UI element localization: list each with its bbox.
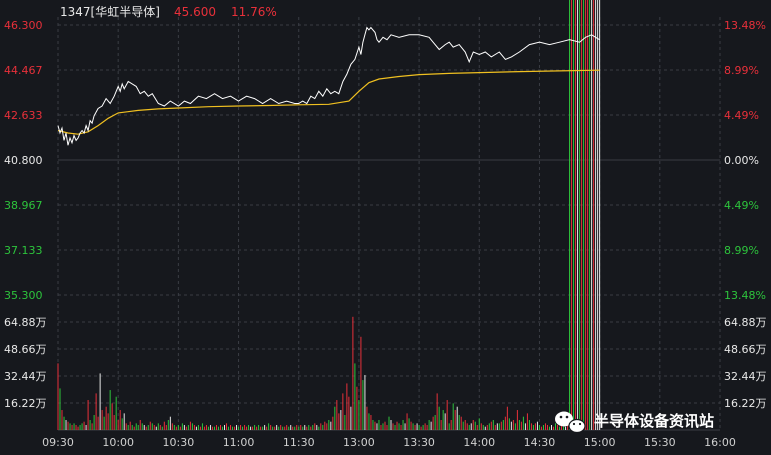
volume-tick-label: 32.44万 bbox=[4, 370, 47, 383]
percent-tick-label: 8.99% bbox=[724, 244, 759, 257]
volume-tick-label-right: 32.44万 bbox=[724, 370, 767, 383]
price-tick-label: 42.633 bbox=[4, 109, 43, 122]
time-axis: 09:30 10:00 10:30 11:00 11:30 13:00 13:30 14:00… bbox=[42, 436, 736, 449]
percent-tick-label: 4.49% bbox=[724, 109, 759, 122]
time-tick-label: 09:30 bbox=[42, 436, 74, 449]
price-tick-label: 38.967 bbox=[4, 199, 43, 212]
time-tick-label: 11:30 bbox=[283, 436, 315, 449]
price-tick-label: 37.133 bbox=[4, 244, 43, 257]
price-tick-label: 35.300 bbox=[4, 289, 43, 302]
time-tick-label: 10:30 bbox=[163, 436, 195, 449]
percent-axis-right: 13.48% 8.99% 4.49% 0.00% 4.49% 8.99% 13.48% bbox=[724, 19, 766, 302]
price-line bbox=[57, 26, 600, 146]
time-tick-label: 11:00 bbox=[223, 436, 255, 449]
time-tick-label: 15:00 bbox=[584, 436, 616, 449]
volume-tick-label-right: 16.22万 bbox=[724, 397, 767, 410]
percent-tick-label: 8.99% bbox=[724, 64, 759, 77]
percent-tick-label: 13.48% bbox=[724, 289, 766, 302]
volume-tick-label: 16.22万 bbox=[4, 397, 47, 410]
wechat-icon bbox=[555, 411, 586, 434]
time-tick-label: 16:00 bbox=[704, 436, 736, 449]
stock-code-name: 1347[华虹半导体] bbox=[60, 5, 160, 19]
time-tick-label: 15:30 bbox=[644, 436, 676, 449]
grid-lines bbox=[57, 17, 721, 431]
last-price: 45.600 bbox=[174, 5, 216, 19]
volume-axis: 64.88万 64.88万 48.66万 48.66万 32.44万 32.44万 16.2… bbox=[4, 316, 767, 410]
time-tick-label: 13:30 bbox=[403, 436, 435, 449]
volume-bars bbox=[57, 0, 601, 430]
watermark-text: 半导体设备资讯站 bbox=[594, 412, 714, 430]
volume-tick-label: 64.88万 bbox=[4, 316, 47, 329]
price-tick-label: 40.800 bbox=[4, 154, 43, 167]
percent-tick-label: 0.00% bbox=[724, 154, 759, 167]
price-tick-label: 44.467 bbox=[4, 64, 43, 77]
price-tick-label: 46.300 bbox=[4, 19, 43, 32]
volume-tick-label-right: 48.66万 bbox=[724, 343, 767, 356]
time-tick-label: 10:00 bbox=[102, 436, 134, 449]
watermark: 半导体设备资讯站 bbox=[555, 411, 714, 434]
time-tick-label: 13:00 bbox=[343, 436, 375, 449]
volume-tick-label: 48.66万 bbox=[4, 343, 47, 356]
price-axis-left: 46.300 44.467 42.633 40.800 38.967 37.133 35.3… bbox=[4, 19, 43, 302]
percent-tick-label: 13.48% bbox=[724, 19, 766, 32]
percent-tick-label: 4.49% bbox=[724, 199, 759, 212]
change-percent: 11.76% bbox=[231, 5, 277, 19]
average-price-line bbox=[57, 69, 600, 135]
time-tick-label: 14:30 bbox=[524, 436, 556, 449]
time-tick-label: 14:00 bbox=[463, 436, 495, 449]
volume-tick-label-right: 64.88万 bbox=[724, 316, 767, 329]
